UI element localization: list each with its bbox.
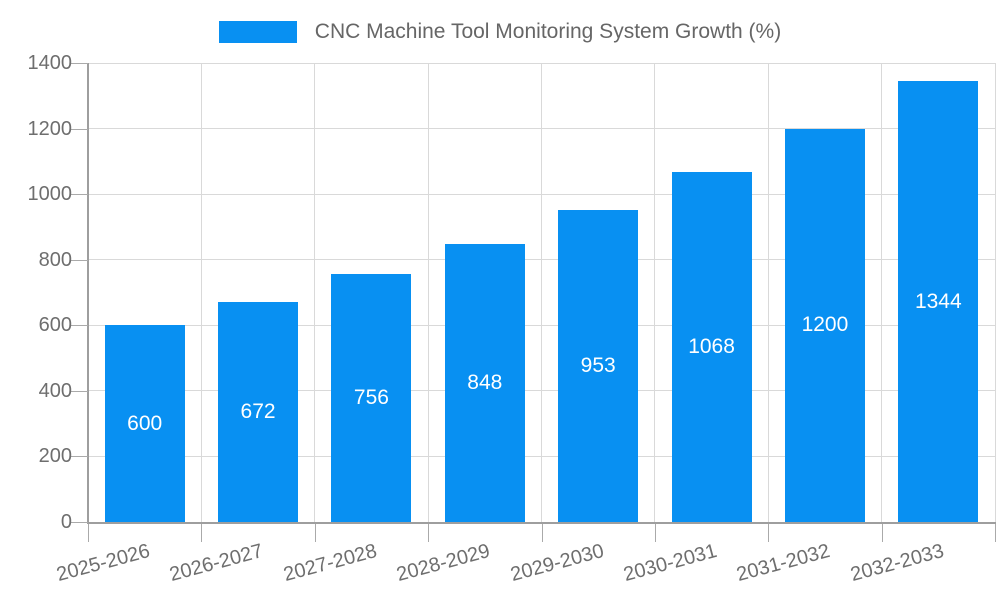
bar-2030-2031[interactable]: 1068 — [671, 171, 752, 522]
y-axis-tick — [70, 128, 88, 130]
bar-value-label: 1200 — [801, 313, 849, 337]
x-axis-tick-label: 2031-2032 — [734, 540, 833, 587]
bar-value-label: 848 — [467, 370, 503, 394]
legend-label: CNC Machine Tool Monitoring System Growt… — [314, 20, 782, 43]
y-axis-tick — [70, 194, 88, 196]
y-axis-tick-label: 200 — [38, 445, 72, 468]
x-axis-tick — [541, 524, 543, 542]
bar-2029-2030[interactable]: 953 — [558, 209, 639, 522]
x-axis-tick-label: 2028-2029 — [394, 540, 493, 587]
y-axis-tick — [70, 325, 88, 327]
y-axis-tick — [70, 456, 88, 458]
bar-value-label: 672 — [240, 399, 276, 423]
x-axis-tick-label: 2026-2027 — [167, 540, 266, 587]
gridline-vertical — [541, 63, 542, 522]
legend-item[interactable]: CNC Machine Tool Monitoring System Growt… — [0, 20, 1000, 44]
x-axis-line — [87, 522, 996, 524]
x-axis-tick-label: 2032-2033 — [847, 540, 947, 587]
y-axis-tick — [70, 522, 88, 523]
x-axis-tick — [88, 524, 89, 542]
bar-2026-2027[interactable]: 672 — [218, 301, 299, 522]
bar-value-label: 756 — [353, 386, 389, 410]
y-axis-tick — [70, 63, 88, 64]
bar-2032-2033[interactable]: 1344 — [898, 81, 979, 522]
gridline-vertical — [654, 63, 656, 522]
x-axis-tick — [881, 524, 883, 542]
x-axis-tick — [654, 524, 656, 542]
bar-2031-2032[interactable]: 1200 — [784, 128, 865, 522]
y-axis-tick — [70, 259, 88, 261]
bar-2028-2029[interactable]: 848 — [444, 243, 525, 522]
y-axis-line — [87, 63, 89, 524]
gridline-vertical — [427, 63, 429, 522]
x-axis-tick — [201, 524, 203, 542]
x-axis-tick — [314, 524, 316, 542]
y-axis-tick-label: 400 — [38, 379, 72, 402]
y-axis-tick-label: 0 — [60, 511, 72, 533]
gridline-vertical — [994, 63, 996, 522]
gridline-vertical — [881, 63, 883, 522]
x-axis-tick-label: 2027-2028 — [281, 540, 380, 587]
x-axis-tick-label: 2025-2026 — [54, 540, 153, 587]
gridline-vertical — [767, 63, 769, 522]
x-axis-tick-label: 2029-2030 — [507, 540, 606, 587]
bar-2027-2028[interactable]: 756 — [331, 274, 412, 522]
bar-2025-2026[interactable]: 600 — [104, 325, 185, 522]
gridline-vertical — [314, 63, 316, 522]
y-axis-tick-label: 600 — [38, 314, 72, 337]
bar-value-label: 600 — [127, 411, 163, 435]
x-axis-tick-label: 2030-2031 — [621, 540, 720, 587]
legend-swatch[interactable] — [218, 21, 297, 43]
y-axis-tick-label: 1200 — [27, 117, 73, 140]
y-axis-tick — [70, 390, 88, 392]
y-axis-tick-label: 1400 — [27, 52, 73, 74]
x-axis-tick — [428, 524, 430, 542]
y-axis-tick-label: 1000 — [27, 183, 73, 206]
bar-value-label: 1068 — [688, 334, 735, 358]
bar-value-label: 1344 — [914, 289, 962, 313]
y-axis-tick-label: 800 — [38, 248, 72, 271]
x-axis-tick — [995, 524, 996, 542]
bar-value-label: 953 — [580, 353, 616, 377]
gridline-vertical — [200, 63, 202, 522]
x-axis-tick — [768, 524, 770, 542]
